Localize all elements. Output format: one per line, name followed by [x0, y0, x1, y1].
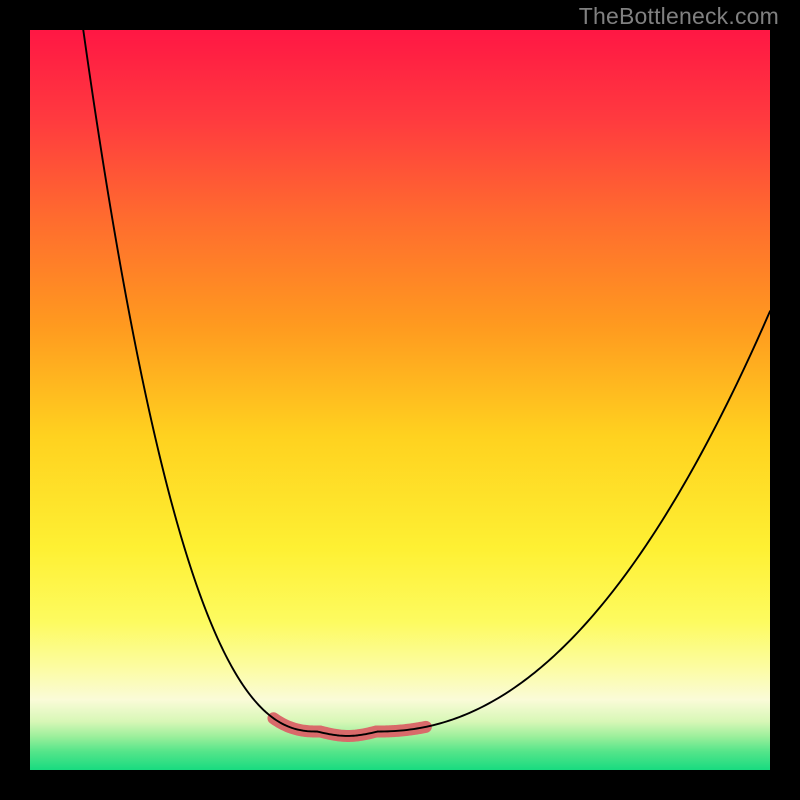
- plot-svg: [30, 30, 770, 770]
- watermark-text: TheBottleneck.com: [579, 3, 779, 30]
- plot-area: [30, 30, 770, 770]
- plot-background: [30, 30, 770, 770]
